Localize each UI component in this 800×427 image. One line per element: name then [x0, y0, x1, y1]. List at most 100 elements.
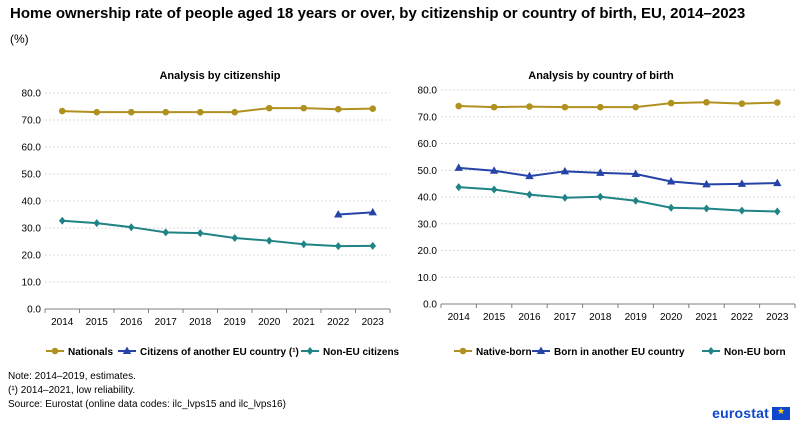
- eurostat-logo[interactable]: eurostat: [712, 405, 790, 421]
- legend-marker: [536, 346, 546, 354]
- series-line: [338, 211, 373, 216]
- data-point: [737, 179, 747, 187]
- data-point: [596, 168, 605, 176]
- y-tick-label: 80.0: [22, 89, 42, 100]
- x-tick-label: 2016: [518, 312, 541, 323]
- y-tick-label: 60.0: [22, 143, 42, 154]
- series-line: [458, 101, 778, 109]
- x-tick-label: 2015: [86, 317, 109, 328]
- x-tick-label: 2015: [483, 312, 506, 323]
- y-tick-label: 10.0: [22, 278, 42, 289]
- eu-flag-icon: [772, 406, 790, 420]
- data-point: [526, 103, 533, 110]
- data-point: [231, 108, 239, 116]
- series-line: [62, 107, 373, 114]
- note-estimates: Note: 2014–2019, estimates.: [8, 371, 136, 382]
- y-tick-label: 50.0: [418, 166, 438, 177]
- y-tick-label: 50.0: [22, 170, 42, 181]
- data-point: [334, 105, 342, 113]
- x-tick-label: 2023: [362, 317, 385, 328]
- note-reliability: (¹) 2014–2021, low reliability.: [8, 385, 136, 396]
- data-point: [703, 204, 710, 213]
- legend-label: Non-EU citizens: [323, 347, 400, 358]
- data-point: [738, 100, 746, 107]
- y-tick-label: 0.0: [423, 300, 437, 311]
- data-point: [526, 190, 533, 199]
- data-point: [738, 206, 746, 215]
- y-tick-label: 40.0: [418, 193, 438, 204]
- y-tick-label: 40.0: [22, 197, 42, 208]
- x-tick-label: 2014: [448, 312, 471, 323]
- x-tick-label: 2018: [589, 312, 612, 323]
- legend-marker: [122, 346, 132, 354]
- data-point: [196, 229, 204, 238]
- data-point: [455, 102, 463, 110]
- y-tick-label: 10.0: [418, 273, 438, 284]
- y-tick-label: 30.0: [418, 219, 438, 230]
- data-point: [162, 108, 170, 116]
- data-point: [58, 107, 66, 115]
- data-point: [667, 99, 675, 107]
- data-point: [127, 108, 135, 116]
- x-tick-label: 2023: [766, 312, 789, 323]
- data-point: [265, 104, 273, 112]
- legend-marker: [51, 347, 59, 355]
- data-point: [334, 242, 342, 251]
- legend-label: Born in another EU country: [554, 347, 685, 358]
- legend-label: Native-born: [476, 347, 532, 358]
- x-tick-label: 2020: [660, 312, 683, 323]
- x-tick-label: 2019: [625, 312, 648, 323]
- data-point: [58, 216, 66, 225]
- x-tick-label: 2021: [695, 312, 718, 323]
- data-point: [265, 236, 273, 245]
- y-tick-label: 30.0: [22, 224, 42, 235]
- data-point: [561, 193, 569, 202]
- series-line: [458, 186, 778, 213]
- data-point: [561, 103, 569, 111]
- data-point: [666, 176, 676, 185]
- data-point: [490, 103, 498, 111]
- data-point: [560, 166, 570, 175]
- data-point: [774, 207, 781, 216]
- data-point: [162, 228, 170, 237]
- notes: Note: 2014–2019, estimates. (¹) 2014–202…: [8, 370, 286, 412]
- chart-title: Analysis by country of birth: [528, 70, 674, 82]
- data-point: [667, 203, 675, 212]
- data-point: [489, 166, 499, 174]
- chart-title: Analysis by citizenship: [159, 70, 280, 82]
- y-tick-label: 20.0: [22, 251, 42, 262]
- y-tick-label: 70.0: [418, 112, 438, 123]
- legend-marker: [459, 347, 467, 355]
- data-point: [525, 171, 534, 180]
- series-line: [458, 166, 778, 186]
- unit-label: (%): [10, 32, 29, 46]
- data-point: [334, 210, 343, 218]
- data-point: [369, 105, 377, 112]
- y-tick-label: 70.0: [22, 116, 42, 127]
- data-point: [454, 163, 463, 171]
- data-point: [93, 108, 101, 116]
- legend-label: Non-EU born: [724, 347, 786, 358]
- x-tick-label: 2019: [224, 317, 247, 328]
- x-tick-label: 2022: [327, 317, 350, 328]
- data-point: [702, 179, 711, 188]
- data-point: [455, 183, 462, 192]
- data-point: [631, 169, 640, 177]
- legend-label: Citizens of another EU country (¹): [140, 347, 299, 358]
- y-tick-label: 0.0: [27, 305, 41, 316]
- data-point: [490, 185, 498, 194]
- data-point: [597, 192, 604, 201]
- note-source: Source: Eurostat (online data codes: ilc…: [8, 399, 286, 410]
- logo-text: eurostat: [712, 405, 769, 421]
- data-point: [300, 104, 308, 112]
- y-tick-label: 60.0: [418, 139, 438, 150]
- x-tick-label: 2017: [155, 317, 178, 328]
- x-tick-label: 2014: [51, 317, 74, 328]
- data-point: [773, 178, 782, 187]
- y-tick-label: 20.0: [418, 246, 438, 257]
- x-tick-label: 2022: [731, 312, 754, 323]
- x-tick-label: 2021: [293, 317, 316, 328]
- x-tick-label: 2018: [189, 317, 212, 328]
- legend-marker: [306, 347, 314, 355]
- x-tick-label: 2020: [258, 317, 281, 328]
